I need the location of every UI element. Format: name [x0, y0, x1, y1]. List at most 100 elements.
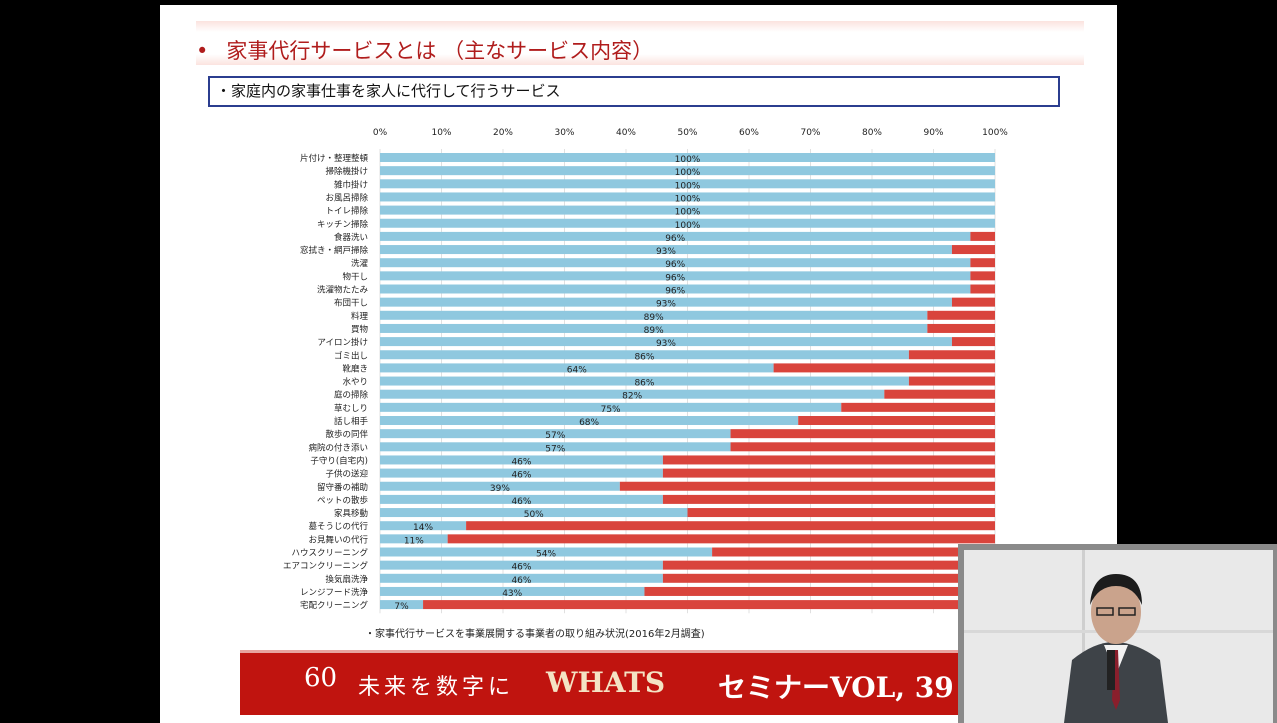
category-label: 話し相手: [334, 416, 369, 427]
footer-banner: 60 未来を数字に WHATS セミナーVOL, 39: [240, 650, 1040, 715]
bar-value: [380, 271, 971, 281]
bar-value: [380, 153, 995, 162]
data-label: 100%: [675, 181, 701, 191]
x-tick-label: 70%: [800, 128, 820, 138]
data-label: 96%: [665, 273, 685, 283]
x-tick-label: 20%: [493, 128, 513, 138]
x-tick-label: 0%: [373, 128, 388, 138]
data-label: 96%: [665, 287, 685, 297]
x-tick-label: 40%: [616, 128, 636, 138]
data-label: 7%: [394, 602, 409, 612]
bar-remainder: [970, 284, 995, 294]
data-label: 96%: [665, 260, 685, 270]
category-label: 子守り(自宅内): [310, 455, 368, 466]
category-label: 窓拭き・網戸掃除: [300, 245, 369, 256]
data-label: 46%: [511, 497, 531, 507]
bar-value: [380, 337, 952, 347]
title-band: [196, 21, 1084, 65]
category-label: お見舞いの代行: [308, 534, 368, 545]
x-tick-label: 80%: [862, 128, 882, 138]
bar-remainder: [423, 600, 995, 610]
data-label: 68%: [579, 418, 599, 428]
bar-value: [380, 534, 448, 544]
x-tick-label: 10%: [431, 128, 451, 138]
data-label: 46%: [511, 563, 531, 573]
category-label: 料理: [351, 311, 369, 322]
category-label: 病院の付き添い: [308, 442, 368, 453]
bar-value: [380, 284, 971, 294]
bar-value: [380, 245, 952, 255]
bar-remainder: [466, 521, 996, 531]
bar-value: [380, 429, 731, 439]
bar-remainder: [662, 468, 995, 478]
bar-value: [380, 231, 971, 241]
bar-remainder: [841, 402, 995, 412]
bar-remainder: [773, 363, 995, 373]
webcam-inset: [958, 544, 1277, 723]
category-label: 布団干し: [334, 298, 368, 309]
bar-remainder: [908, 350, 995, 360]
bar-remainder: [662, 455, 995, 465]
x-tick-label: 90%: [923, 128, 943, 138]
data-label: 100%: [675, 168, 701, 178]
bar-value: [380, 521, 467, 531]
category-label: 留守番の補助: [317, 482, 368, 493]
category-label: 買物: [351, 324, 369, 335]
bar-remainder: [884, 389, 995, 399]
x-tick-label: 30%: [554, 128, 574, 138]
bar-value: [380, 442, 731, 452]
bar-value: [380, 508, 688, 518]
bar-value: [380, 494, 663, 504]
x-tick-label: 50%: [677, 128, 697, 138]
data-label: 43%: [502, 589, 522, 599]
category-label: 片付け・整理整頓: [300, 153, 369, 164]
bar-remainder: [712, 547, 995, 557]
bullet: •: [196, 39, 209, 63]
60th-logo: 60: [304, 663, 338, 693]
bar-value: [380, 310, 928, 320]
bar-value: [380, 455, 663, 465]
data-label: 86%: [634, 352, 654, 362]
bar-remainder: [619, 481, 995, 491]
presenter-video: [964, 550, 1273, 723]
data-label: 96%: [665, 234, 685, 244]
bar-value: [380, 192, 995, 202]
category-label: レンジフード洗浄: [300, 587, 369, 598]
bar-remainder: [908, 376, 995, 386]
subtitle-box: ・家庭内の家事仕事を家人に代行して行うサービス: [208, 76, 1060, 107]
category-label: 墓そうじの代行: [308, 521, 368, 532]
presentation-slide: • 家事代行サービスとは （主なサービス内容） ・家庭内の家事仕事を家人に代行して…: [160, 5, 1117, 723]
banner-slogan: 未来を数字に: [358, 675, 515, 700]
category-label: ペットの散歩: [317, 495, 369, 506]
category-label: 水やり: [342, 377, 368, 388]
bar-remainder: [970, 258, 995, 268]
data-label: 100%: [675, 221, 701, 231]
data-label: 46%: [511, 576, 531, 586]
bar-value: [380, 547, 713, 557]
bar-remainder: [644, 586, 995, 596]
brand-logo: WHATS: [546, 666, 666, 699]
bar-remainder: [951, 297, 995, 307]
seminar-title: セミナーVOL, 39: [718, 671, 954, 704]
chart-note: ・家事代行サービスを事業展開する事業者の取り組み状況(2016年2月調査): [365, 629, 705, 640]
category-label: 換気扇洗浄: [325, 574, 368, 585]
x-tick-label: 60%: [739, 128, 759, 138]
data-label: 57%: [545, 444, 565, 454]
bar-remainder: [970, 271, 995, 281]
bar-remainder: [730, 429, 995, 439]
bar-remainder: [927, 323, 995, 333]
category-label: 食器洗い: [334, 232, 368, 243]
data-label: 64%: [567, 365, 587, 375]
category-label: キッチン掃除: [317, 219, 369, 230]
data-label: 89%: [644, 326, 664, 336]
bar-remainder: [662, 573, 995, 583]
bar-remainder: [687, 508, 995, 518]
category-label: 子供の送迎: [325, 469, 368, 480]
category-label: 物干し: [342, 271, 368, 282]
category-label: ハウスクリーニング: [291, 548, 368, 559]
category-label: トイレ掃除: [325, 206, 368, 217]
bar-value: [380, 376, 909, 386]
bar-value: [380, 402, 842, 412]
data-label: 75%: [601, 405, 621, 415]
data-label: 89%: [644, 313, 664, 323]
